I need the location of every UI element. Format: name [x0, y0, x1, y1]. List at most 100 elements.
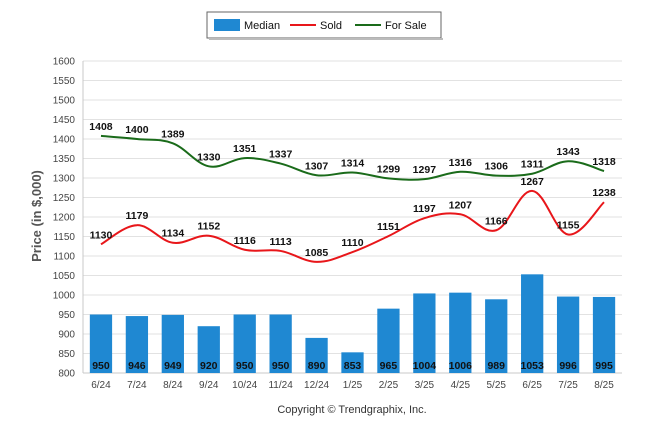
- median-bar-11: [485, 299, 508, 373]
- median-value-label-13: 996: [559, 360, 577, 372]
- legend-box: [206, 11, 442, 39]
- sold-value-label-10: 1207: [449, 199, 473, 211]
- y-tick-label-900: 900: [58, 330, 75, 341]
- x-tick-label-7-24: 7/24: [127, 380, 147, 391]
- y-tick-label-1100: 1100: [53, 252, 75, 263]
- median-value-label-3: 920: [200, 360, 218, 372]
- for-sale-value-label-0: 1408: [89, 121, 113, 133]
- for-sale-value-label-3: 1330: [197, 151, 221, 163]
- median-bar-5: [269, 314, 292, 373]
- y-tick-label-800: 800: [58, 369, 75, 380]
- trend-lines: [100, 134, 605, 263]
- for-sale-value-label-10: 1316: [449, 157, 473, 169]
- median-value-label-10: 1006: [449, 360, 473, 372]
- for-sale-value-label-9: 1297: [413, 164, 437, 176]
- legend-swatch-median: [214, 19, 240, 31]
- for-sale-value-label-13: 1343: [556, 146, 580, 158]
- median-bar-3: [197, 326, 220, 373]
- x-tick-label-10-24: 10/24: [232, 380, 257, 391]
- median-bar-12: [521, 274, 544, 373]
- x-tick-label-12-24: 12/24: [304, 380, 329, 391]
- median-bar-14: [592, 296, 616, 373]
- x-tick-label-6-25: 6/25: [522, 380, 542, 391]
- median-value-label-5: 950: [272, 360, 290, 372]
- sold-value-label-9: 1197: [413, 203, 436, 215]
- median-value-label-0: 950: [92, 360, 110, 372]
- median-bar-2: [161, 314, 184, 373]
- sold-value-label-12: 1267: [520, 176, 544, 188]
- x-tick-label-9-24: 9/24: [199, 380, 219, 391]
- sold-value-label-11: 1166: [485, 215, 508, 227]
- y-tick-label-1400: 1400: [53, 135, 76, 146]
- y-tick-label-1500: 1500: [53, 96, 76, 107]
- for-sale-value-label-11: 1306: [485, 161, 509, 173]
- median-value-label-9: 1004: [413, 360, 437, 372]
- y-tick-label-1000: 1000: [53, 291, 76, 302]
- median-value-label-6: 890: [308, 360, 326, 372]
- y-tick-label-1450: 1450: [53, 115, 76, 126]
- sold-value-label-2: 1134: [161, 228, 184, 240]
- x-tick-label-7-25: 7/25: [558, 380, 578, 391]
- x-tick-label-1-25: 1/25: [343, 380, 363, 391]
- y-tick-label-1200: 1200: [53, 213, 76, 224]
- for-sale-value-label-5: 1337: [269, 149, 293, 161]
- sold-value-label-14: 1238: [592, 187, 616, 199]
- x-tick-label-8-25: 8/25: [594, 380, 614, 391]
- sold-value-label-13: 1155: [557, 220, 580, 232]
- median-bars: [89, 274, 616, 373]
- median-value-label-8: 965: [380, 360, 398, 372]
- median-value-label-11: 989: [487, 360, 505, 372]
- x-tick-label-3-25: 3/25: [415, 380, 435, 391]
- data-labels: 950 946 949 920 950 950 890 853 965 1004 1006 989 10…: [89, 121, 616, 372]
- median-bar-4: [233, 314, 256, 373]
- for-sale-value-label-6: 1307: [305, 160, 329, 172]
- sold-value-label-7: 1110: [341, 237, 363, 249]
- x-tick-label-4-25: 4/25: [451, 380, 471, 391]
- y-axis-title: Price (in $,000): [29, 170, 44, 262]
- x-tick-label-8-24: 8/24: [163, 380, 183, 391]
- median-bar-9: [413, 293, 436, 373]
- x-tick-label-5-25: 5/25: [486, 380, 506, 391]
- legend-label-median: Median: [244, 20, 280, 32]
- y-axis-ticks: 800 850 900 950 1000 1050 1100 1150 1200 1250 1300…: [53, 57, 76, 380]
- sold-value-label-6: 1085: [305, 247, 329, 259]
- legend-label-sold: Sold: [320, 20, 342, 32]
- for-sale-value-label-14: 1318: [592, 156, 616, 168]
- x-axis-ticks: 6/24 7/24 8/24 9/24 10/24 11/24 12/24 1/25 2/25 3…: [91, 380, 614, 391]
- median-bar-13: [556, 296, 580, 373]
- median-value-label-14: 995: [595, 360, 613, 372]
- median-bar-7: [341, 352, 364, 373]
- median-bar-0: [89, 314, 113, 373]
- legend: Median Sold For Sale: [206, 11, 443, 40]
- median-value-label-12: 1053: [520, 360, 544, 372]
- x-tick-label-2-25: 2/25: [379, 380, 399, 391]
- y-tick-label-1250: 1250: [53, 193, 76, 204]
- median-value-label-7: 853: [344, 360, 362, 372]
- sold-value-label-8: 1151: [377, 221, 400, 233]
- y-tick-label-1050: 1050: [53, 271, 76, 282]
- sold-line: [100, 189, 605, 263]
- median-value-label-1: 946: [128, 360, 146, 372]
- legend-shadow: [209, 38, 443, 40]
- median-bar-1: [125, 316, 149, 373]
- for-sale-value-label-12: 1311: [521, 159, 544, 171]
- y-tick-label-1300: 1300: [53, 174, 76, 185]
- for-sale-value-label-7: 1314: [341, 158, 365, 170]
- median-bar-8: [377, 308, 400, 373]
- for-sale-line: [100, 134, 605, 181]
- for-sale-value-label-8: 1299: [377, 163, 401, 175]
- x-tick-label-11-24: 11/24: [268, 380, 293, 391]
- median-bar-10: [449, 292, 472, 373]
- y-tick-label-1600: 1600: [53, 57, 76, 68]
- legend-label-for-sale: For Sale: [385, 20, 427, 32]
- median-value-label-2: 949: [164, 360, 182, 372]
- y-tick-label-950: 950: [58, 310, 75, 321]
- for-sale-value-label-1: 1400: [125, 124, 149, 136]
- sold-value-label-0: 1130: [90, 229, 113, 241]
- for-sale-value-label-4: 1351: [233, 143, 257, 155]
- sold-value-label-1: 1179: [126, 210, 149, 222]
- y-tick-label-1350: 1350: [53, 154, 76, 165]
- median-bar-6: [305, 337, 328, 373]
- y-tick-label-1150: 1150: [53, 232, 75, 243]
